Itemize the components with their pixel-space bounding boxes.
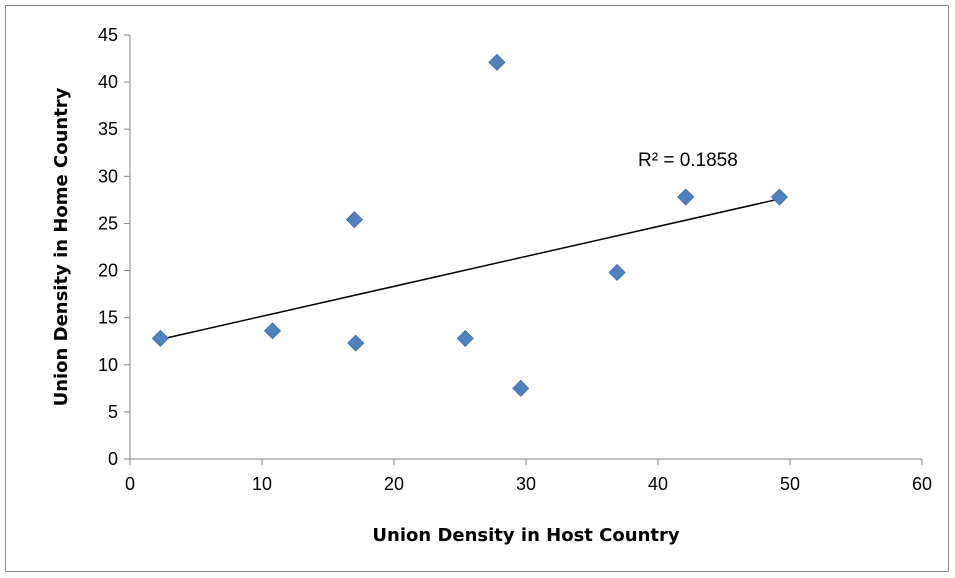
data-point [151,329,169,347]
x-tick-label: 0 [125,474,135,494]
r-squared-annotation: R² = 0.1858 [638,150,738,171]
data-point [263,322,282,340]
data-point [770,188,789,206]
data-point [345,211,363,229]
trendline [160,198,780,341]
x-tick-label: 30 [516,474,536,494]
y-tick-label: 10 [98,355,118,375]
y-tick-label: 15 [98,308,118,328]
y-tick-label: 20 [98,261,118,281]
x-axis-ticks: 0 10 20 30 40 50 60 [125,459,932,494]
x-tick-label: 40 [648,474,668,494]
data-point [512,379,530,397]
y-tick-label: 5 [108,402,118,422]
y-tick-label: 35 [98,119,118,139]
y-axis-ticks: 0 5 10 15 20 25 30 35 40 45 [98,25,130,469]
x-tick-label: 20 [384,474,404,494]
data-point [677,188,695,206]
y-axis-title: Union Density in Home Country [51,87,72,406]
y-tick-label: 0 [108,449,118,469]
data-point [456,329,474,347]
data-points [151,53,789,397]
y-tick-label: 25 [98,213,118,233]
x-tick-label: 50 [780,474,800,494]
data-point [608,263,626,282]
x-tick-label: 10 [252,474,272,494]
trendline-group [160,198,780,341]
x-tick-label: 60 [912,474,932,494]
y-tick-label: 30 [98,166,118,186]
data-point [488,53,506,71]
y-tick-label: 40 [98,72,118,92]
x-axis-title: Union Density in Host Country [372,525,679,546]
y-tick-label: 45 [98,25,118,45]
chart-frame [5,5,949,572]
data-point [347,334,365,352]
